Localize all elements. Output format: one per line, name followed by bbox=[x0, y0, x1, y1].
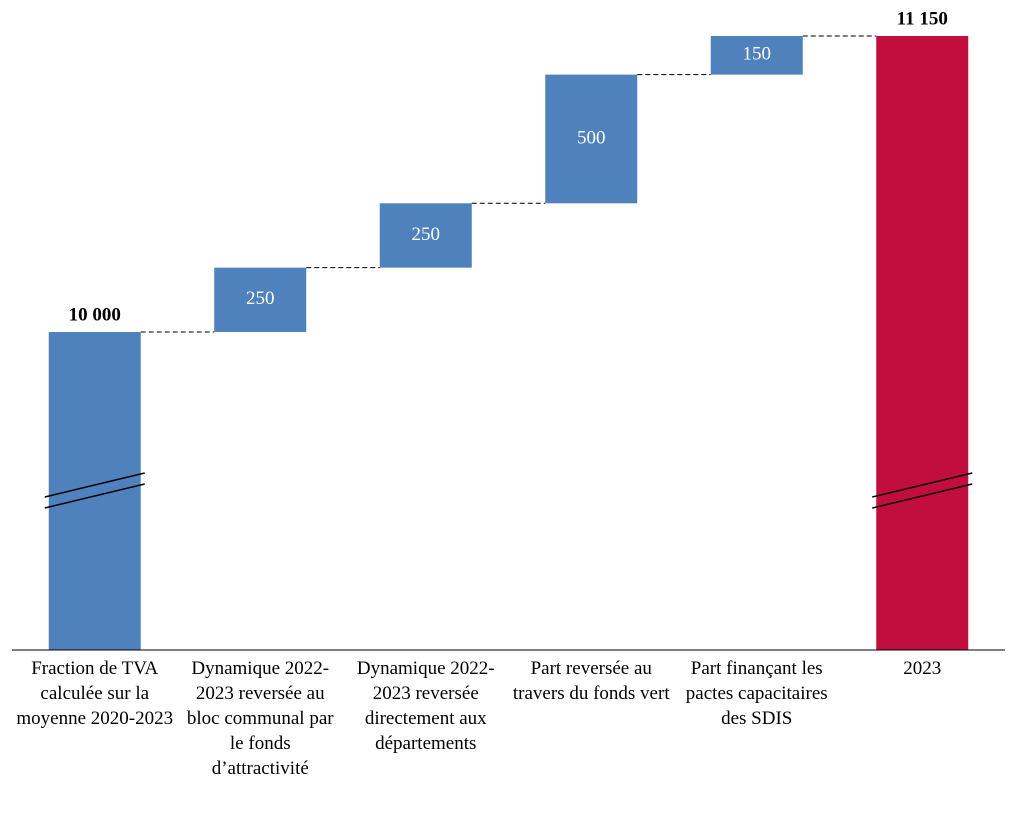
bar bbox=[710, 36, 803, 75]
bar bbox=[214, 267, 307, 332]
bar bbox=[876, 36, 969, 650]
bar bbox=[48, 332, 141, 650]
x-tick-label: Dynamique 2022-2023 reversée directement… bbox=[356, 658, 495, 754]
x-tick-label: Fraction de TVA calculée sur la moyenne … bbox=[16, 658, 174, 729]
value-label: 500 bbox=[577, 127, 606, 148]
axis-break bbox=[44, 472, 145, 498]
axis-break bbox=[872, 472, 973, 498]
bar bbox=[545, 74, 638, 204]
value-label: 250 bbox=[246, 288, 275, 309]
value-label: 11 150 bbox=[897, 8, 948, 29]
x-tick-label: 2023 bbox=[903, 658, 942, 679]
axis-break bbox=[44, 483, 145, 509]
value-label: 10 000 bbox=[69, 304, 121, 325]
axis-break bbox=[872, 483, 973, 509]
bar bbox=[379, 203, 472, 268]
x-tick-label: Part finançant les pactes capacitaires d… bbox=[685, 658, 828, 729]
value-label: 250 bbox=[412, 224, 441, 245]
value-label: 150 bbox=[743, 44, 772, 65]
x-tick-label: Dynamique 2022-2023 reversée au bloc com… bbox=[186, 658, 334, 779]
x-tick-label: Part reversée au travers du fonds vert bbox=[512, 658, 670, 704]
